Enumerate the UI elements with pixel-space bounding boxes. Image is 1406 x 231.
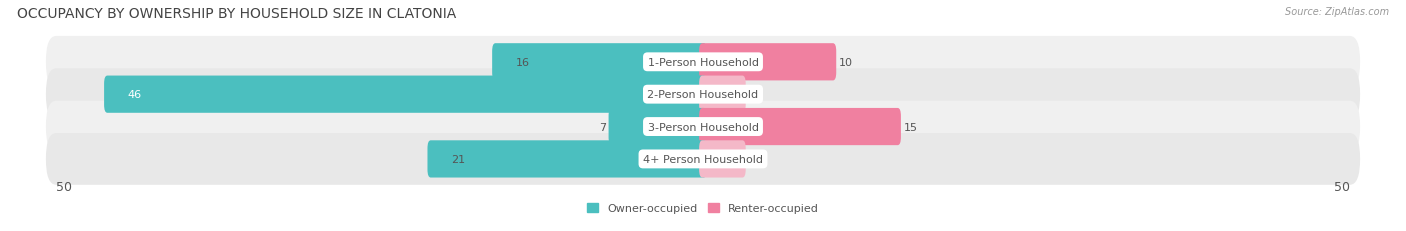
Text: 16: 16: [516, 58, 530, 67]
FancyBboxPatch shape: [699, 76, 745, 113]
Text: 2-Person Household: 2-Person Household: [647, 90, 759, 100]
Text: OCCUPANCY BY OWNERSHIP BY HOUSEHOLD SIZE IN CLATONIA: OCCUPANCY BY OWNERSHIP BY HOUSEHOLD SIZE…: [17, 7, 456, 21]
Text: 15: 15: [904, 122, 918, 132]
FancyBboxPatch shape: [427, 141, 707, 178]
FancyBboxPatch shape: [492, 44, 707, 81]
Text: 50: 50: [56, 180, 72, 193]
Text: 0: 0: [748, 90, 755, 100]
FancyBboxPatch shape: [46, 134, 1360, 185]
FancyBboxPatch shape: [699, 141, 745, 178]
Legend: Owner-occupied, Renter-occupied: Owner-occupied, Renter-occupied: [586, 203, 820, 213]
Text: 1: 1: [748, 154, 755, 164]
FancyBboxPatch shape: [46, 101, 1360, 153]
Text: 3-Person Household: 3-Person Household: [648, 122, 758, 132]
Text: 10: 10: [839, 58, 853, 67]
FancyBboxPatch shape: [46, 69, 1360, 121]
FancyBboxPatch shape: [699, 109, 901, 146]
Text: 50: 50: [1334, 180, 1350, 193]
Text: 4+ Person Household: 4+ Person Household: [643, 154, 763, 164]
Text: 21: 21: [451, 154, 465, 164]
Text: 7: 7: [599, 122, 606, 132]
FancyBboxPatch shape: [609, 109, 707, 146]
Text: 1-Person Household: 1-Person Household: [648, 58, 758, 67]
FancyBboxPatch shape: [104, 76, 707, 113]
FancyBboxPatch shape: [46, 37, 1360, 88]
Text: Source: ZipAtlas.com: Source: ZipAtlas.com: [1285, 7, 1389, 17]
Text: 46: 46: [128, 90, 142, 100]
FancyBboxPatch shape: [699, 44, 837, 81]
